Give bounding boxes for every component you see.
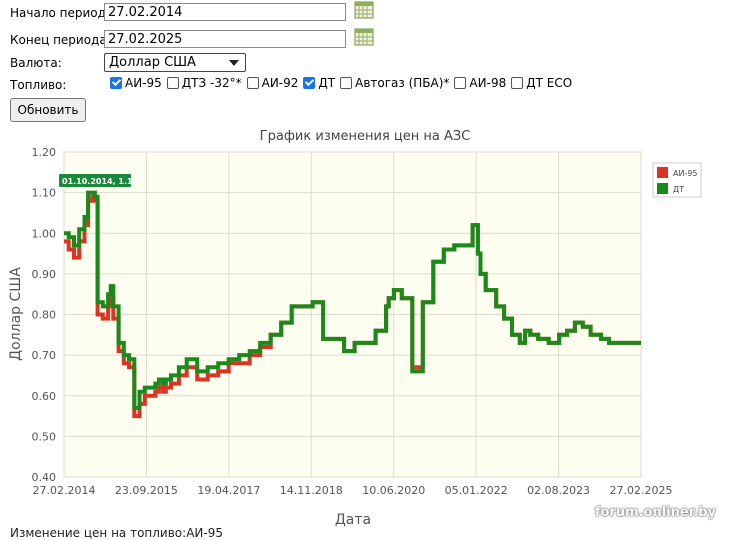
fuel-option-label: АИ-95 [125, 76, 162, 90]
y-tick-label: 0.80 [32, 309, 57, 322]
chart-legend: АИ-95 ДТ [652, 162, 702, 198]
fuel-label: Топливо: [10, 78, 67, 92]
watermark: forum.onliner.by [594, 505, 716, 520]
data-tooltip: 01.10.2014, 1.10 [59, 174, 139, 187]
y-tick-label: 1.10 [32, 187, 57, 200]
y-tick-label: 0.70 [32, 349, 57, 362]
tooltip-text: 01.10.2014, 1.10 [62, 177, 139, 186]
series-lines [64, 190, 641, 419]
price-chart: 0.40 0.50 0.60 0.70 0.80 0.90 1.00 1.10 1.20 27.… [8, 146, 702, 528]
fuel-option[interactable]: АИ-92 [246, 76, 299, 90]
start-date-label: Начало периода: [10, 6, 118, 20]
fuel-row: Топливо: [10, 78, 66, 92]
y-tick-label: 0.50 [32, 430, 57, 443]
currency-value: Доллар США [109, 55, 196, 70]
start-date-input[interactable]: 27.02.2014 [104, 3, 346, 21]
x-axis-label: Дата [335, 512, 371, 528]
legend-label: АИ-95 [673, 169, 698, 178]
x-tick-label: 23.09.2015 [115, 484, 178, 497]
series-line-dt [64, 190, 641, 410]
currency-select[interactable]: Доллар США [104, 53, 246, 72]
fuel-option[interactable]: АИ-98 [454, 76, 506, 90]
y-tick-label: 0.60 [32, 390, 57, 403]
fuel-option-label: Автогаз (ПБА)* [355, 76, 450, 90]
y-tick-label: 1.20 [32, 146, 57, 159]
tooltip-box [59, 174, 131, 187]
fuel-option-label: ДТ [318, 76, 336, 90]
fuel-checkbox[interactable] [166, 77, 179, 89]
fuel-option[interactable]: ДТЗ -32°* [166, 76, 242, 90]
currency-row: Валюта: [10, 56, 62, 70]
fuel-checkbox[interactable] [454, 77, 467, 89]
end-date-row: Конец периода: [10, 33, 111, 47]
end-calendar-icon[interactable] [354, 27, 374, 46]
refresh-button[interactable]: Обновить [10, 98, 86, 122]
x-tick-label: 10.06.2020 [362, 484, 425, 497]
x-tick-label: 02.08.2023 [527, 484, 590, 497]
y-tick-label: 1.00 [32, 227, 57, 240]
x-tick-label: 14.11.2018 [280, 484, 343, 497]
y-axis-label: Доллар США [8, 267, 24, 361]
end-date-input[interactable]: 27.02.2025 [104, 30, 346, 48]
legend-swatch [657, 183, 668, 194]
legend-label: ДТ [673, 185, 684, 194]
currency-label: Валюта: [10, 56, 62, 70]
fuel-option-label: ДТ ECO [526, 76, 573, 90]
legend-swatch [657, 167, 668, 178]
x-tick-label: 05.01.2022 [445, 484, 508, 497]
start-date-row: Начало периода: [10, 6, 117, 20]
fuel-option-label: АИ-98 [469, 76, 507, 90]
fuel-option-label: ДТЗ -32°* [181, 76, 242, 90]
grid [63, 151, 642, 478]
fuel-option[interactable]: Автогаз (ПБА)* [340, 76, 449, 90]
fuel-checkbox[interactable] [246, 77, 259, 89]
start-calendar-icon[interactable] [354, 0, 374, 19]
x-tick-label: 19.04.2017 [197, 484, 260, 497]
fuel-checkbox[interactable] [110, 77, 122, 89]
end-date-label: Конец периода: [10, 33, 111, 47]
fuel-checkbox[interactable] [340, 77, 353, 89]
fuel-option[interactable]: ДТ ECO [511, 76, 572, 90]
fuel-checkbox[interactable] [303, 77, 316, 89]
x-tick-label: 27.02.2014 [33, 484, 96, 497]
x-axis-ticks: 27.02.2014 23.09.2015 19.04.2017 14.11.2018… [33, 484, 673, 497]
y-axis-ticks: 0.40 0.50 0.60 0.70 0.80 0.90 1.00 1.10 1.20 [32, 146, 57, 484]
x-tick-label: 27.02.2025 [610, 484, 673, 497]
y-tick-label: 0.40 [32, 471, 57, 484]
fuel-option[interactable]: АИ-95 [110, 76, 162, 90]
fuel-option-label: АИ-92 [261, 76, 299, 90]
fuel-checkbox-list: АИ-95 ДТЗ -32°* АИ-92 ДТ Автогаз (ПБА)* АИ-98… [110, 76, 577, 90]
chart-title: График изменения цен на АЗС [259, 129, 471, 144]
y-tick-label: 0.90 [32, 268, 57, 281]
footer-caption: Изменение цен на топливо:АИ-95 [10, 526, 223, 540]
fuel-option[interactable]: ДТ [303, 76, 335, 90]
chevron-down-icon [229, 60, 239, 66]
fuel-checkbox[interactable] [511, 77, 524, 89]
